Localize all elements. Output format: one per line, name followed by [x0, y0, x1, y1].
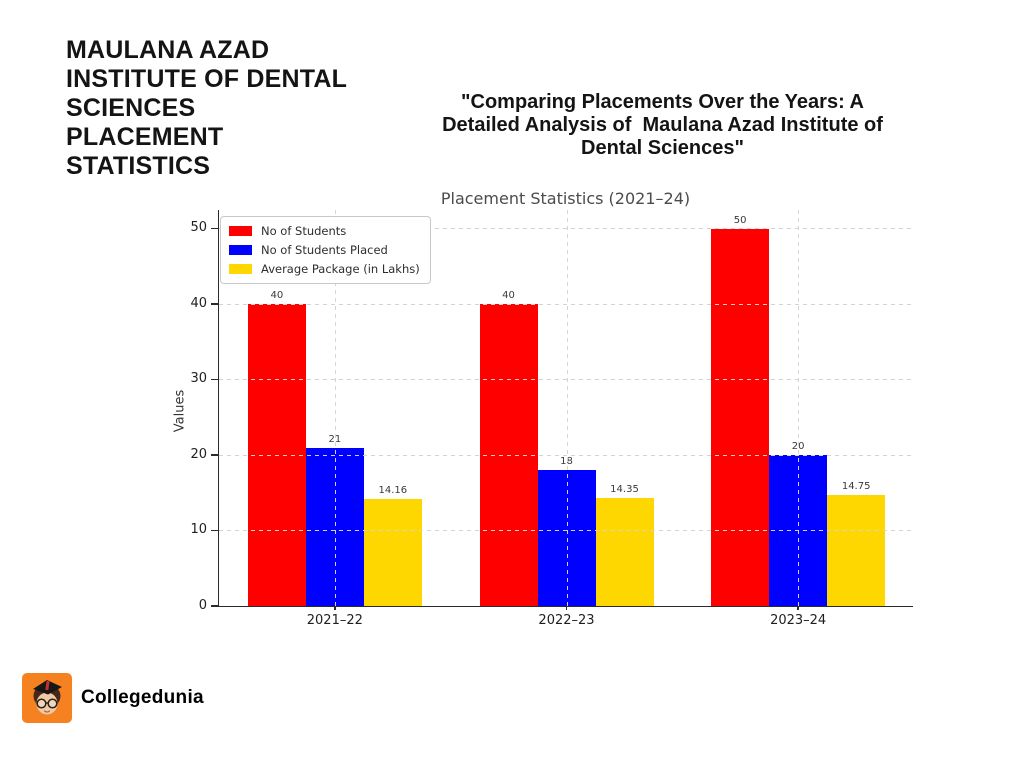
bar-average-package-in-lakhs-2022–23: [595, 497, 654, 606]
legend-item: No of Students Placed: [229, 243, 420, 257]
plot-area: No of Students No of Students Placed Avera…: [190, 210, 913, 628]
legend-item: Average Package (in Lakhs): [229, 262, 420, 276]
legend-item-label: Average Package (in Lakhs): [261, 262, 420, 276]
x-tick-label: 2022–23: [538, 613, 595, 628]
y-tick: [211, 227, 218, 230]
bar-value-label: 50: [733, 214, 747, 226]
subtitle-quote: "Comparing Placements Over the Years: A …: [390, 91, 935, 160]
subtitle-quote-line: "Comparing Placements Over the Years: A: [461, 91, 864, 113]
legend-swatch: [229, 244, 252, 256]
y-axis-label: Values: [172, 389, 188, 433]
legend-swatch: [229, 263, 252, 275]
bar-value-label: 14.75: [841, 480, 871, 492]
legend-item-label: No of Students: [261, 224, 347, 238]
y-tick: [211, 529, 218, 532]
page-title-line: MAULANA AZAD: [66, 36, 270, 64]
y-tick-label: 10: [190, 522, 207, 538]
subtitle-quote-line: Dental Sciences": [581, 137, 744, 159]
page-title-line: PLACEMENT: [66, 123, 224, 151]
bar-value-label: 18: [528, 456, 606, 467]
gridline-horizontal: [219, 303, 913, 305]
page-title: MAULANA AZAD INSTITUTE OF DENTAL SCIENCE…: [66, 36, 347, 181]
x-tick-label: 2021–22: [306, 613, 363, 628]
y-tick: [211, 378, 218, 381]
gridline-vertical: [798, 210, 800, 606]
brand-name: Collegedunia: [81, 687, 204, 708]
page-title-line: SCIENCES: [66, 94, 196, 122]
bar-value-label: 21: [296, 434, 374, 445]
x-tick: [797, 606, 799, 610]
subtitle-quote-line: Detailed Analysis of Maulana Azad Instit…: [442, 114, 883, 136]
y-tick: [211, 454, 218, 456]
bar-no-of-students-2023–24: [711, 228, 770, 606]
legend-item-label: No of Students Placed: [261, 243, 388, 257]
x-tick-label: 2023–24: [770, 613, 827, 628]
bar-value-label: 40: [270, 290, 284, 302]
x-tick: [334, 606, 336, 610]
y-tick-label: 30: [190, 371, 207, 387]
gridline-vertical: [566, 210, 568, 606]
gridline-horizontal: [219, 379, 913, 381]
legend-swatch: [229, 225, 252, 237]
bar-average-package-in-lakhs-2023–24: [827, 494, 886, 606]
collegedunia-logo-icon: [22, 673, 72, 723]
bar-value-label: 20: [759, 441, 837, 452]
page-title-line: INSTITUTE OF DENTAL: [66, 65, 348, 93]
gridline-horizontal: [219, 530, 913, 532]
y-tick: [211, 605, 218, 607]
y-tick-label: 50: [190, 220, 207, 236]
bar-value-label: 40: [502, 290, 515, 302]
legend-item: No of Students: [229, 224, 420, 238]
y-tick-label: 0: [198, 597, 207, 613]
gridline-horizontal: [219, 228, 913, 230]
y-tick-label: 40: [190, 295, 207, 311]
bar-value-label: 14.16: [378, 485, 408, 497]
chart-legend: No of Students No of Students Placed Avera…: [220, 216, 431, 284]
y-tick-label: 20: [190, 446, 207, 462]
y-tick: [211, 303, 218, 305]
bar-average-package-in-lakhs-2021–22: [363, 499, 422, 606]
gridline-horizontal: [219, 454, 913, 456]
bar-value-label: 14.35: [610, 483, 639, 495]
chart-title: Placement Statistics (2021–24): [440, 189, 691, 208]
page-title-line: STATISTICS: [66, 152, 211, 180]
gridline-vertical: [334, 210, 336, 606]
brand-footer: Collegedunia: [22, 673, 204, 723]
x-tick: [565, 606, 568, 610]
